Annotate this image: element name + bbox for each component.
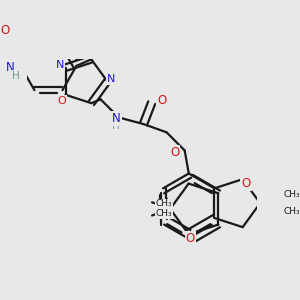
Text: CH₃: CH₃ <box>283 190 300 200</box>
Text: N: N <box>6 61 15 74</box>
Text: N: N <box>112 112 121 125</box>
Text: N: N <box>56 60 64 70</box>
Text: H: H <box>13 71 20 81</box>
Text: O: O <box>0 24 9 37</box>
Text: CH₃: CH₃ <box>155 209 172 218</box>
Text: O: O <box>186 232 195 245</box>
Text: O: O <box>157 94 166 107</box>
Text: N: N <box>107 74 116 84</box>
Text: O: O <box>170 146 179 159</box>
Text: O: O <box>57 96 66 106</box>
Text: CH₃: CH₃ <box>155 200 172 208</box>
Text: H: H <box>112 121 120 131</box>
Text: O: O <box>241 177 250 190</box>
Text: CH₃: CH₃ <box>283 207 300 216</box>
